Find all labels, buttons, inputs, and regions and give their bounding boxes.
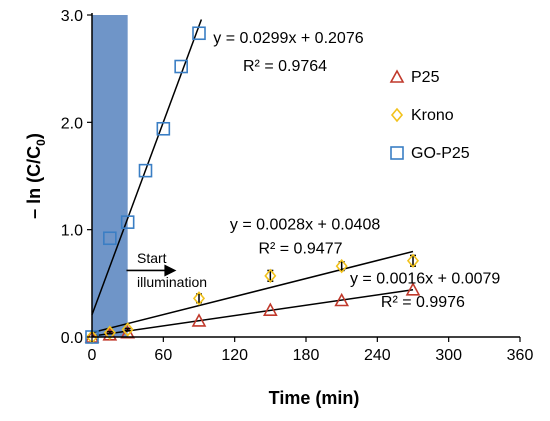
annotations: y = 0.0016x + 0.0079 R² = 0.9976 y = 0.002… <box>126 30 500 311</box>
x-tick-label: 120 <box>221 347 248 364</box>
r-squared-go-p25: R² = 0.9764 <box>243 58 327 75</box>
trend-lines <box>91 19 414 337</box>
y-tick-label: 1.0 <box>61 223 83 240</box>
axes: 0 60 120 180 240 300 360 0.0 1.0 2.0 3.0 Time (min)… <box>24 8 533 408</box>
data-point-krono <box>121 322 134 337</box>
r-squared-p25: R² = 0.9976 <box>381 294 465 311</box>
data-point-p25 <box>405 282 421 296</box>
data-point-krono <box>264 268 277 284</box>
equation-go-p25: y = 0.0299x + 0.2076 <box>213 30 363 47</box>
legend-marker-krono <box>390 107 404 123</box>
y-tick-label: 0.0 <box>61 330 83 347</box>
y-axis-title-close: ) <box>24 133 44 139</box>
x-tick-label: 0 <box>88 347 97 364</box>
trend-line-p25 <box>91 289 414 337</box>
legend-label-p25: P25 <box>411 69 440 86</box>
legend-marker-p25 <box>389 69 405 83</box>
data-point-go-p25 <box>192 26 206 41</box>
x-tick-label: 60 <box>154 347 172 364</box>
y-tick-label: 2.0 <box>61 115 83 132</box>
data-point-krono <box>103 325 116 340</box>
illumination-band <box>92 15 128 337</box>
x-tick-label: 300 <box>435 347 462 364</box>
data-point-go-p25 <box>120 215 135 229</box>
data-point-p25 <box>334 292 350 307</box>
x-tick-label: 360 <box>507 347 534 364</box>
data-point-p25 <box>191 313 207 327</box>
y-axis-title-subscript: 0 <box>34 139 48 146</box>
start-illumination-arrow-head <box>164 264 177 277</box>
start-illumination-label-line1: Start <box>137 250 167 266</box>
data-point-go-p25 <box>138 163 153 178</box>
equation-krono: y = 0.0028x + 0.0408 <box>230 217 380 234</box>
y-axis-title: – ln (C/C0) <box>24 133 48 219</box>
data-point-krono <box>406 253 420 269</box>
data-point-krono <box>335 258 348 274</box>
r-squared-krono: R² = 0.9477 <box>258 240 342 257</box>
data-point-go-p25 <box>156 121 171 136</box>
y-tick-label: 3.0 <box>61 8 83 25</box>
trend-line-go-p25 <box>91 19 203 315</box>
legend-label-go-p25: GO-P25 <box>411 145 470 162</box>
legend: P25 Krono GO-P25 <box>389 69 470 162</box>
x-tick-label: 240 <box>364 347 391 364</box>
start-illumination-label-line2: illumination <box>137 274 207 290</box>
data-point-go-p25 <box>103 231 117 246</box>
trend-line-krono <box>91 250 414 334</box>
data-point-p25 <box>262 302 278 316</box>
x-tick-label: 180 <box>293 347 320 364</box>
x-axis-title: Time (min) <box>269 388 360 408</box>
data-point-go-p25 <box>174 59 188 74</box>
data-point-krono <box>192 291 206 306</box>
equation-p25: y = 0.0016x + 0.0079 <box>350 270 500 287</box>
legend-label-krono: Krono <box>411 107 454 124</box>
legend-marker-go-p25 <box>390 146 404 160</box>
y-axis-title-main: – ln (C/C <box>24 146 44 219</box>
